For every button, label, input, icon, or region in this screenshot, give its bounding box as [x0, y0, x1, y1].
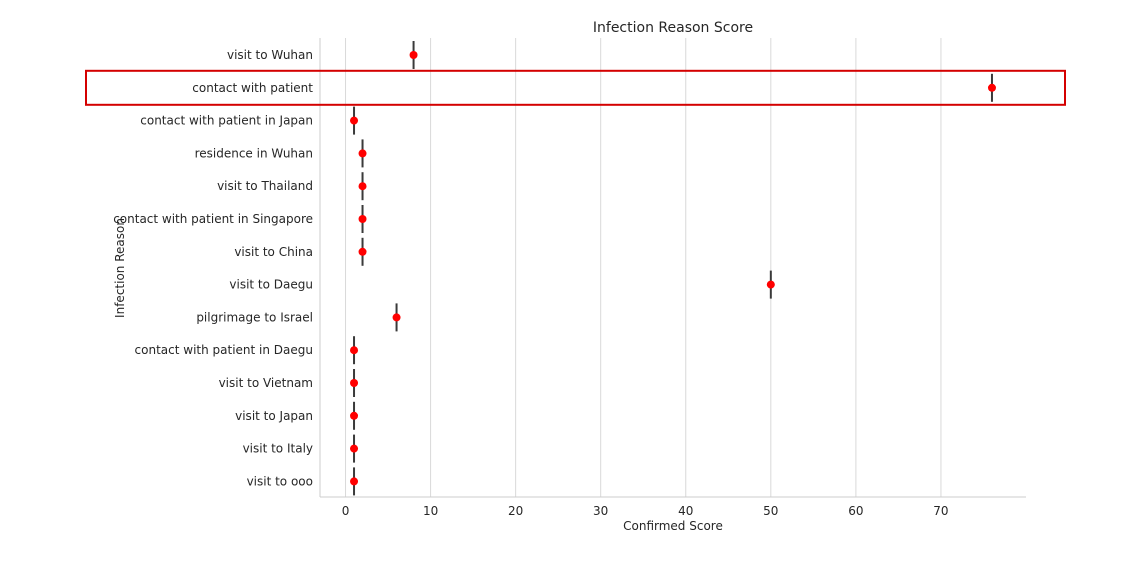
category-label: visit to Daegu [229, 278, 313, 292]
category-label: visit to Italy [243, 442, 313, 456]
axes [319, 38, 1026, 498]
category-label: contact with patient [192, 81, 313, 95]
category-label: visit to Thailand [217, 179, 313, 193]
x-tick-label: 70 [933, 504, 948, 518]
y-category-labels: visit to Wuhan contact with patient contac… [113, 48, 313, 488]
category-label: visit to ooo [247, 474, 313, 488]
x-axis-label: Confirmed Score [623, 519, 723, 533]
x-tick-label: 10 [423, 504, 438, 518]
category-label: visit to China [234, 245, 313, 259]
data-point [409, 51, 418, 59]
data-point [766, 280, 775, 289]
category-label: contact with patient in Japan [140, 114, 313, 128]
data-point [358, 149, 367, 158]
category-label: visit to Vietnam [219, 376, 313, 390]
data-point [350, 444, 359, 453]
data-point [987, 83, 996, 92]
x-tick-label: 40 [678, 504, 693, 518]
x-tick-labels: 0 10 20 30 40 50 60 70 [342, 504, 949, 518]
data-point [350, 477, 359, 486]
data-point [350, 116, 359, 125]
data-point [350, 346, 359, 355]
data-point [392, 313, 401, 322]
category-label: visit to Japan [235, 409, 313, 423]
grid-lines [345, 38, 942, 497]
x-tick-label: 20 [508, 504, 523, 518]
category-label: contact with patient in Daegu [135, 343, 313, 357]
category-label: residence in Wuhan [195, 146, 313, 160]
highlight-box [85, 69, 1066, 106]
data-point [350, 411, 359, 420]
category-label: visit to Wuhan [227, 48, 313, 62]
data-point [358, 182, 367, 191]
x-tick-label: 50 [763, 504, 778, 518]
category-label: pilgrimage to Israel [196, 310, 313, 324]
x-tick-label: 0 [342, 504, 350, 518]
data-points [350, 41, 996, 496]
x-tick-label: 30 [593, 504, 608, 518]
y-axis-label: Infection Reason [113, 218, 127, 318]
data-point [358, 215, 367, 223]
x-tick-label: 60 [848, 504, 863, 518]
data-point [350, 379, 359, 387]
category-label: contact with patient in Singapore [113, 212, 313, 226]
data-point [358, 247, 367, 256]
chart-title: Infection Reason Score [593, 20, 753, 36]
